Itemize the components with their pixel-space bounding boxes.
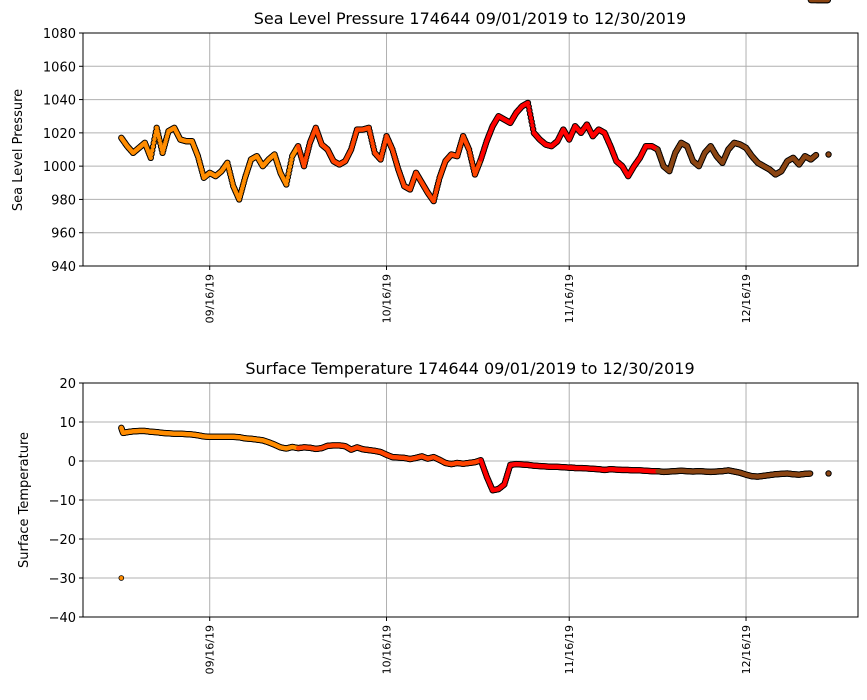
outlier-point [118, 575, 125, 581]
y-tick-label: −40 [49, 611, 76, 626]
data-point [287, 168, 292, 173]
data-point [826, 152, 831, 157]
data-point [530, 123, 535, 128]
x-tick-label: 11/16/19 [563, 274, 576, 323]
y-tick-label: 960 [51, 227, 76, 242]
axis-ticks: 940 960 980 1000 1020 1040 1060 1080 09/16/19 10/… [43, 27, 753, 323]
data-point [826, 471, 831, 476]
y-tick-label: 1080 [43, 27, 76, 42]
y-tick-label: 940 [51, 260, 76, 275]
data-points [118, 0, 832, 205]
x-tick-label: 10/16/19 [381, 625, 394, 674]
data-point [825, 0, 830, 3]
plot-frame [82, 32, 859, 267]
y-tick-label: 1020 [43, 127, 76, 142]
grid [83, 383, 858, 617]
data-point [149, 151, 154, 157]
data-point [530, 126, 536, 132]
x-tick-label: 12/16/19 [740, 274, 753, 323]
y-tick-label: 10 [59, 416, 76, 431]
data-point [284, 178, 290, 184]
data-point [152, 136, 157, 142]
data-point [527, 108, 532, 113]
surface-temperature-chart: Surface Temperature 174644 09/01/2019 to… [17, 0, 859, 674]
y-axis-label: Surface Temperature [17, 432, 32, 568]
x-tick-label: 11/16/19 [563, 625, 576, 674]
sea-level-pressure-chart: Sea Level Pressure 174644 09/01/2019 to … [11, 0, 859, 323]
data-point [148, 155, 153, 161]
x-tick-label: 10/16/19 [381, 274, 394, 323]
data-point [287, 164, 293, 169]
data-point [286, 171, 291, 177]
data-point [151, 140, 156, 146]
y-tick-label: 1040 [43, 94, 76, 109]
data-point [807, 471, 813, 476]
y-tick-label: 0 [68, 455, 76, 470]
data-point [285, 175, 291, 180]
data-point [525, 100, 531, 106]
data-point [288, 161, 293, 166]
data-point [150, 144, 156, 149]
x-tick-label: 09/16/19 [204, 625, 217, 674]
data-point [813, 152, 819, 158]
chart-title: Sea Level Pressure 174644 09/01/2019 to … [254, 9, 686, 28]
data-point [289, 157, 294, 162]
data-point [150, 148, 155, 153]
data-point [528, 115, 534, 121]
y-tick-label: 980 [51, 193, 76, 208]
y-tick-label: −10 [49, 494, 76, 509]
y-tick-label: −20 [49, 533, 76, 548]
data-points [118, 0, 832, 581]
y-tick-label: 20 [59, 377, 76, 392]
data-point [527, 111, 533, 117]
x-tick-label: 12/16/19 [740, 625, 753, 674]
y-axis-label: Sea Level Pressure [11, 89, 26, 211]
data-point [526, 104, 531, 109]
y-tick-label: −30 [49, 572, 76, 587]
data-point [284, 182, 289, 187]
x-tick-label: 09/16/19 [204, 274, 217, 323]
data-point [529, 119, 534, 124]
axis-ticks: −40 −30 −20 −10 0 10 20 09/16/19 10/16/19 11/16/1… [49, 377, 753, 674]
chart-title: Surface Temperature 174644 09/01/2019 to… [245, 359, 694, 378]
y-tick-label: 1000 [43, 160, 76, 175]
y-tick-label: 1060 [43, 60, 76, 75]
